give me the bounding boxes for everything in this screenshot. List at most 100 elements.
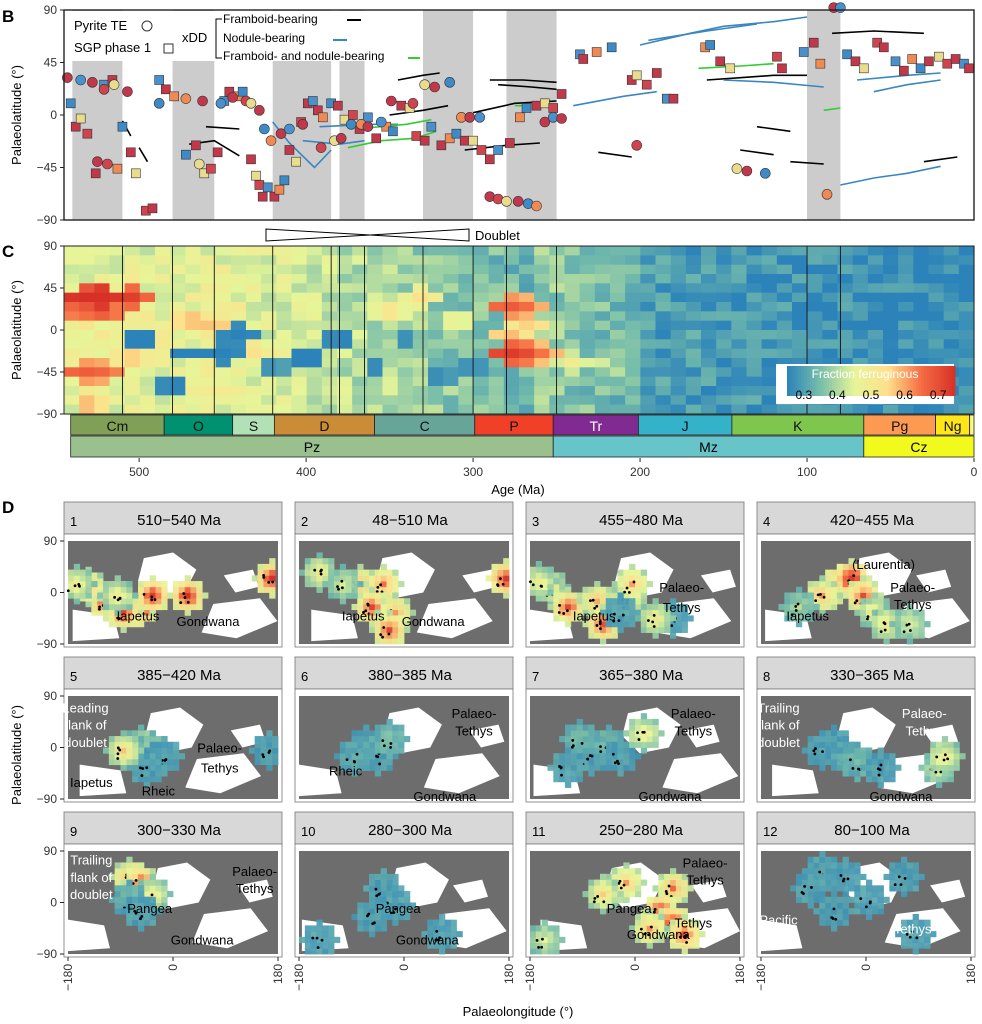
fraction-cell: [450, 919, 457, 926]
fraction-cell: [310, 942, 317, 949]
fraction-cell: [675, 925, 683, 932]
fraction-cell: [553, 603, 560, 611]
heatmap-cell: [170, 292, 186, 303]
heatmap-cell: [625, 358, 641, 368]
fraction-cell: [369, 615, 376, 622]
fraction-cell: [73, 592, 81, 599]
fraction-cell: [132, 873, 139, 881]
pyrite-circle-point: [254, 105, 265, 116]
x-tick-label: −180: [523, 964, 537, 991]
heatmap-cell: [185, 339, 202, 350]
fraction-cell: [570, 609, 578, 616]
heatmap-cell: [503, 358, 520, 368]
heatmap-cell: [958, 339, 975, 350]
sample-dot: [379, 633, 383, 637]
heatmap-cell: [898, 358, 914, 368]
fraction-cell: [108, 896, 116, 903]
fraction-cell: [328, 575, 335, 582]
xdd-segment: [832, 30, 924, 35]
fraction-cell: [392, 896, 399, 903]
fraction-cell: [386, 615, 393, 622]
fraction-cell: [114, 758, 121, 766]
fraction-cell: [611, 764, 618, 771]
heatmap-cell: [731, 348, 748, 359]
fraction-cell: [386, 885, 393, 892]
fraction-cell: [912, 919, 919, 926]
fraction-cell: [386, 609, 393, 616]
heatmap-cell: [367, 264, 384, 275]
fraction-cell: [796, 621, 803, 628]
fraction-cell: [328, 925, 335, 932]
fraction-cell: [623, 603, 630, 611]
fraction-cell: [936, 781, 943, 788]
heatmap-cell: [898, 311, 914, 322]
pyrite-circle-point: [835, 2, 846, 13]
map-panel-header: [525, 501, 745, 535]
fraction-cell: [582, 747, 589, 754]
fraction-cell: [582, 730, 589, 737]
heatmap-cell: [503, 395, 520, 406]
doublet-marker: Doublet: [265, 228, 520, 243]
y-tick-label: 90: [44, 534, 58, 548]
heatmap-cell: [139, 255, 156, 266]
fraction-cell: [635, 913, 642, 921]
fraction-cell: [547, 578, 554, 585]
heatmap-cell: [397, 283, 414, 294]
fraction-cell: [392, 753, 399, 760]
fraction-cell: [357, 575, 364, 582]
era-label: Pz: [304, 439, 320, 455]
fraction-cell: [953, 764, 960, 771]
fraction-cell: [801, 747, 809, 754]
heatmap-cell: [473, 367, 490, 378]
heatmap-cell: [640, 264, 657, 275]
pyrite-circle-point: [197, 95, 208, 107]
heatmap-cell: [382, 386, 399, 396]
fraction-cell: [547, 931, 554, 938]
fraction-cell: [877, 592, 884, 599]
heatmap-cell: [246, 255, 262, 266]
fraction-cell: [386, 896, 393, 903]
heatmap-cell: [731, 330, 748, 340]
fraction-cell: [866, 758, 873, 766]
fraction-cell: [930, 931, 937, 938]
heatmap-cell: [883, 330, 899, 340]
sgp-square-point: [291, 156, 301, 167]
fraction-cell: [369, 913, 376, 921]
heatmap-cell: [139, 339, 156, 350]
heatmap-cell: [958, 302, 975, 312]
heatmap-cell: [655, 311, 672, 322]
fraction-cell: [848, 862, 855, 869]
fraction-cell: [617, 747, 624, 754]
heatmap-cell: [352, 255, 368, 266]
fraction-cell: [836, 896, 844, 903]
heatmap-cell: [943, 311, 960, 322]
fraction-cell: [149, 770, 156, 777]
fraction-cell: [103, 581, 110, 588]
pyrite-circle-point: [75, 74, 86, 86]
heatmap-cell: [352, 330, 368, 340]
sample-dot: [438, 936, 442, 940]
fraction-cell: [687, 942, 694, 949]
fraction-cell: [143, 868, 151, 875]
pyrite-circle-point: [731, 163, 743, 174]
fraction-cell: [85, 601, 92, 608]
fraction-cell: [836, 736, 844, 743]
fraction-cell: [831, 862, 838, 869]
fraction-cell: [588, 741, 595, 748]
fraction-cell: [386, 621, 393, 628]
fraction-cell: [138, 925, 145, 932]
pyrite-circle-point: [87, 77, 98, 88]
fraction-cell: [813, 741, 820, 748]
fraction-cell: [658, 896, 665, 903]
heatmap-cell: [155, 246, 171, 256]
fraction-cell: [941, 764, 949, 771]
heatmap-cell: [731, 376, 748, 387]
fraction-cell: [658, 885, 665, 892]
heatmap-cell: [261, 376, 277, 387]
fraction-cell: [588, 615, 595, 622]
heatmap-cell: [913, 283, 930, 294]
fraction-cell: [629, 598, 636, 605]
period-label: D: [319, 418, 329, 434]
fraction-cell: [351, 736, 358, 743]
fraction-cell: [79, 569, 86, 576]
